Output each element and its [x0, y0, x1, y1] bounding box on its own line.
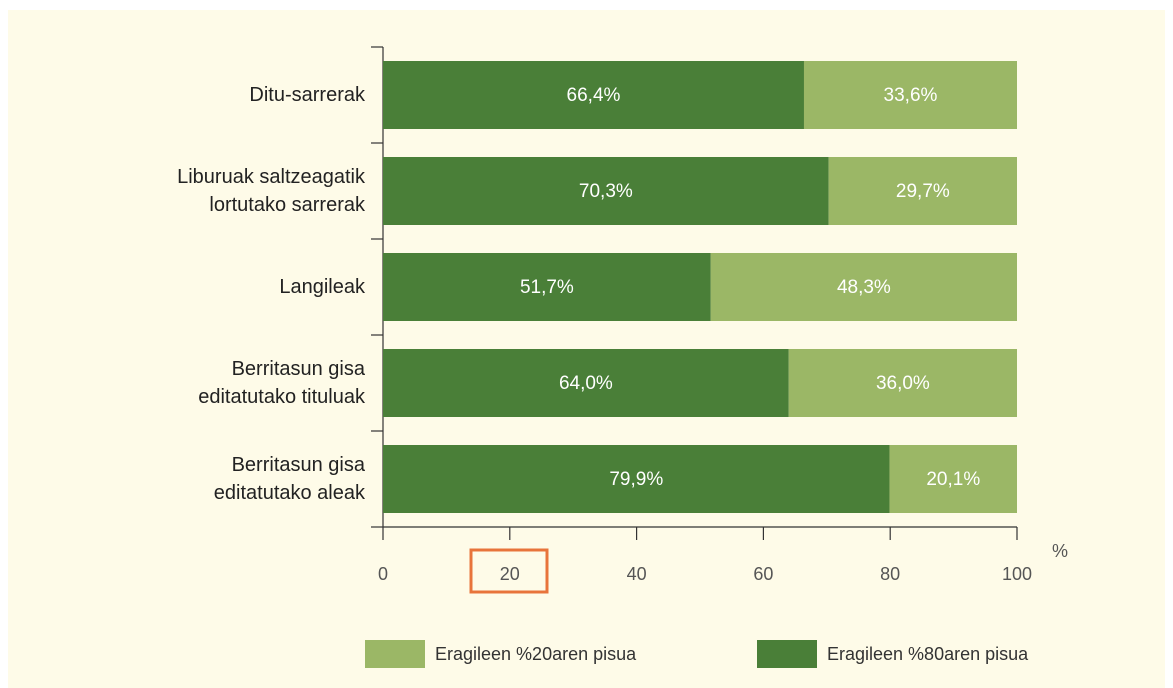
x-tick-label: 40	[627, 564, 647, 584]
x-tick-label: 100	[1002, 564, 1032, 584]
value-label: 79,9%	[609, 469, 663, 490]
value-label: 70,3%	[579, 181, 633, 202]
value-label: 48,3%	[837, 277, 891, 298]
x-tick-label: 20	[500, 564, 520, 584]
legend-swatch	[757, 640, 817, 668]
y-tick-label: Liburuak saltzeagatik lortutako sarrerak	[177, 166, 365, 216]
bar-segment	[383, 157, 829, 225]
y-tick-label: Berritasun gisa editatutako aleak	[213, 454, 365, 504]
bar-segment	[788, 349, 1017, 417]
y-tick-label: Berritasun gisa editatutako tituluak	[198, 358, 365, 408]
bar-segment	[710, 253, 1017, 321]
legend-swatch	[365, 640, 425, 668]
x-tick-label: 0	[378, 564, 388, 584]
bar-segment	[828, 157, 1017, 225]
value-label: 51,7%	[520, 277, 574, 298]
y-tick-label: Ditu-sarrerak	[249, 84, 365, 106]
bar-segment	[889, 445, 1017, 513]
value-label: 66,4%	[567, 85, 621, 106]
y-tick-label: Langileak	[279, 276, 365, 298]
x-tick-label: 80	[880, 564, 900, 584]
legend-label: Eragileen %20aren pisua	[435, 644, 637, 664]
bar-segment	[383, 349, 789, 417]
value-label: 64,0%	[559, 373, 613, 394]
x-axis-label: %	[1052, 541, 1068, 561]
bar-segment	[803, 61, 1017, 129]
bar-segment	[383, 445, 890, 513]
highlight-box	[469, 548, 549, 594]
value-label: 33,6%	[884, 85, 938, 106]
bar-segment	[383, 253, 711, 321]
legend-label: Eragileen %80aren pisua	[827, 644, 1029, 664]
value-label: 36,0%	[876, 373, 930, 394]
bar-segment	[383, 61, 804, 129]
value-label: 20,1%	[926, 469, 980, 490]
x-tick-label: 60	[753, 564, 773, 584]
value-label: 29,7%	[896, 181, 950, 202]
